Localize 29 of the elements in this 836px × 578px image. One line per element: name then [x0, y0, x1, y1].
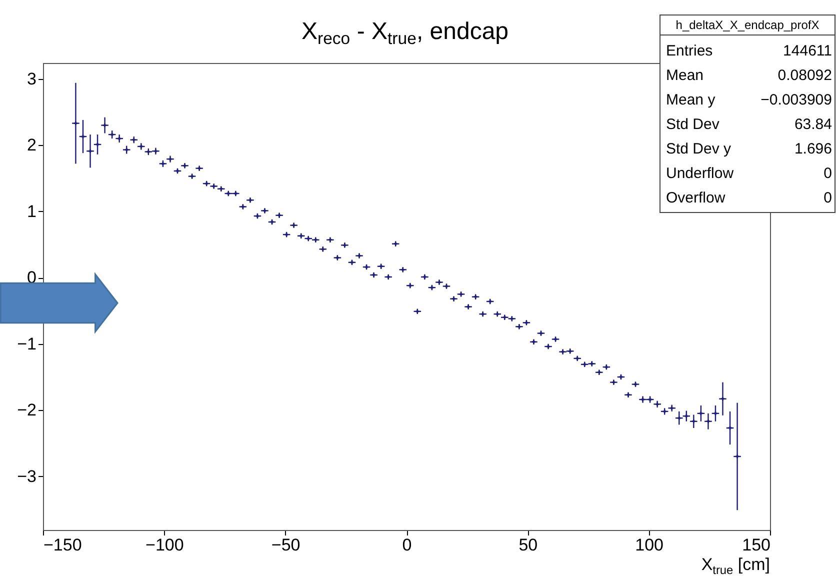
- x-tick-label: −150: [44, 536, 82, 554]
- y-tick-label: −3: [17, 466, 36, 486]
- annotation: Std Dev: [666, 116, 720, 133]
- annotation: Underflow: [666, 164, 734, 182]
- y-tick-label: −1: [17, 334, 36, 354]
- text: 0.08092: [778, 66, 832, 84]
- text: 144611: [783, 42, 832, 60]
- y-tick-label: 2: [27, 136, 36, 155]
- y-tick-label: 1: [27, 202, 36, 221]
- x-tick-label: 100: [635, 536, 664, 554]
- x-tick-label: 0: [402, 536, 412, 554]
- annotation: Mean: [666, 66, 704, 84]
- annotation: Mean y: [666, 91, 716, 108]
- text: 1.696: [794, 140, 832, 158]
- text: 63.84: [794, 116, 832, 133]
- y-tick-label: 0: [27, 268, 36, 288]
- x-tick-label: 50: [518, 536, 538, 554]
- text: 0: [824, 164, 832, 182]
- annotation: Overflow: [666, 189, 726, 206]
- text: Entries: [666, 42, 713, 60]
- x-tick-label: −50: [271, 536, 300, 554]
- annotation: Std Dev y: [666, 140, 732, 158]
- x-tick-label: −100: [146, 536, 184, 554]
- annotation: −0.003909: [760, 91, 832, 108]
- text: h_deltaX_X_endcap_profX: [676, 18, 820, 32]
- y-tick-label: 3: [27, 69, 36, 88]
- x-tick-label: 150: [742, 536, 770, 554]
- text: 0: [824, 189, 832, 206]
- y-tick-label: −2: [17, 400, 36, 420]
